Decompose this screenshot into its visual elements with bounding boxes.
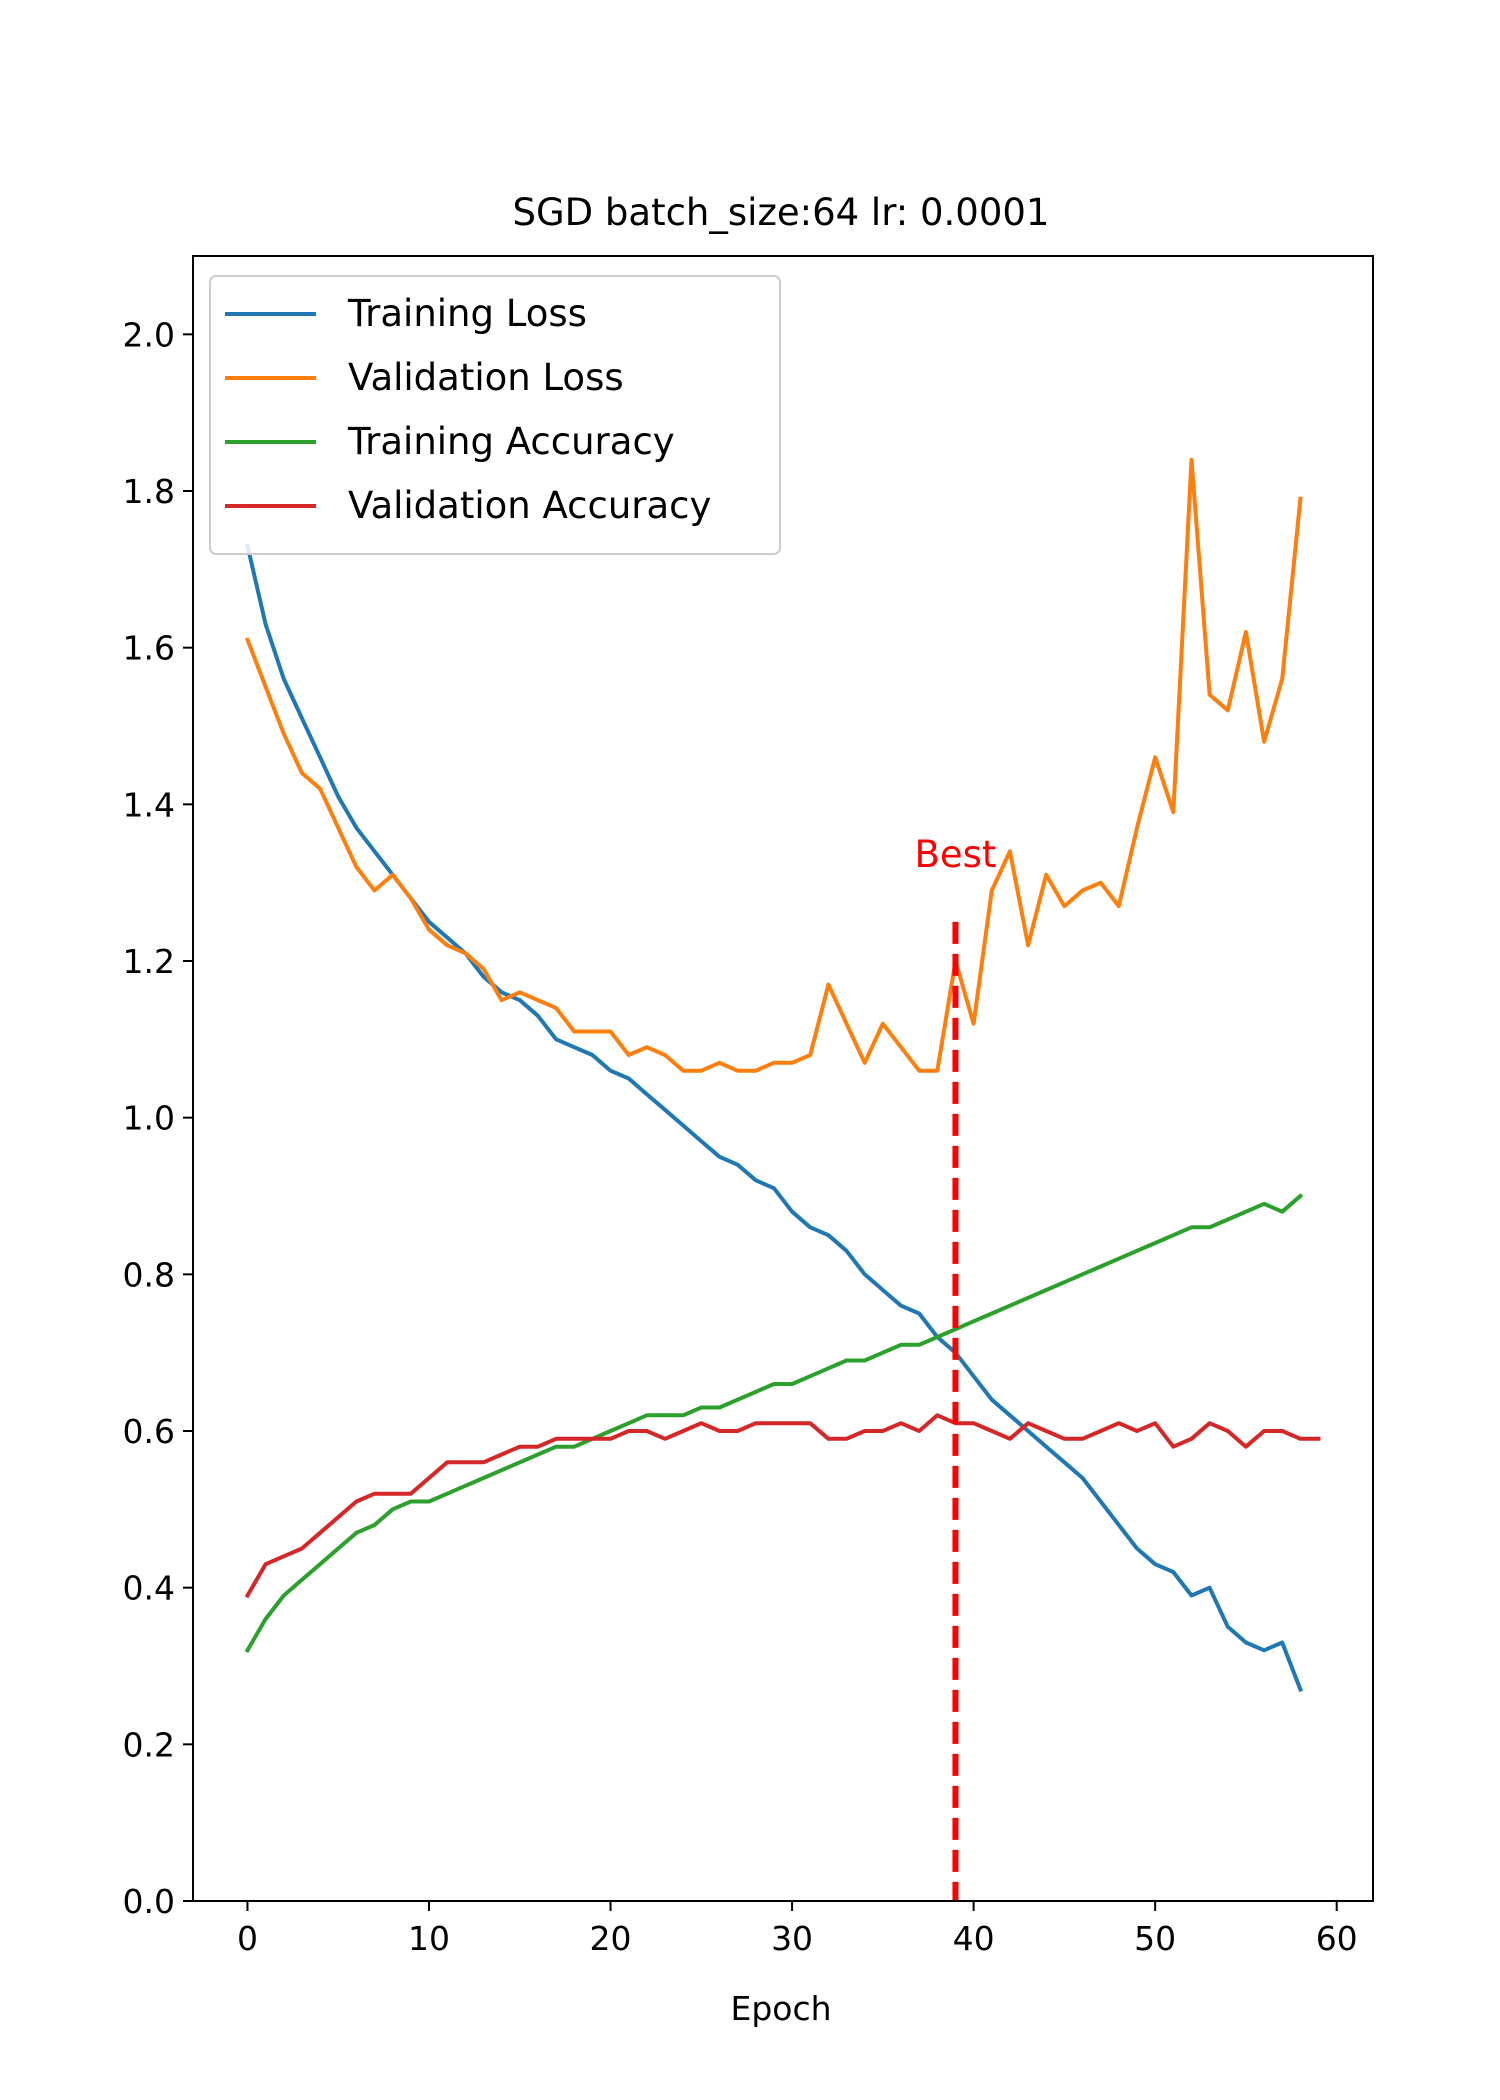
plot-frame (192, 255, 1374, 1902)
x-tick-label: 10 (408, 1919, 450, 1958)
y-tick-label: 0.4 (123, 1569, 175, 1608)
y-tick-label: 2.0 (123, 315, 175, 354)
legend-label: Validation Loss (348, 356, 624, 399)
chart-title: SGD batch_size:64 lr: 0.0001 (513, 191, 1050, 234)
series-layer (244, 457, 1321, 1693)
y-tick-label: 0.2 (123, 1725, 175, 1764)
x-axis-label: Epoch (730, 1989, 831, 2028)
axes-layer: 0 10 20 30 40 50 60 0.0 0.2 0.4 0.6 0.8 1.0 1.2 1.4 1.6… (123, 255, 1374, 1958)
legend-label: Training Accuracy (347, 420, 675, 463)
legend-box (209, 275, 781, 555)
y-tick-label: 1.8 (123, 472, 175, 511)
series-line-training-accuracy (244, 1193, 1304, 1654)
legend-label: Training Loss (347, 292, 587, 335)
x-tick-label: 50 (1134, 1919, 1176, 1958)
y-tick-label: 1.4 (123, 785, 175, 824)
x-tick-label: 60 (1316, 1919, 1358, 1958)
series-line-validation-accuracy (244, 1413, 1321, 1599)
y-tick-label: 1.2 (123, 942, 175, 981)
y-tick-label: 1.6 (123, 629, 175, 668)
y-tick-label: 0.6 (123, 1412, 175, 1451)
y-tick-label: 0.8 (123, 1255, 175, 1294)
y-tick-label: 0.0 (123, 1882, 175, 1921)
x-tick-label: 40 (953, 1919, 995, 1958)
y-tick-label: 1.0 (123, 1099, 175, 1138)
legend: Training Loss Validation Loss Training Acc… (209, 275, 781, 555)
best-epoch-label: Best (914, 833, 996, 876)
x-tick-label: 30 (771, 1919, 813, 1958)
series-line-validation-loss (244, 457, 1303, 1073)
x-tick-label: 0 (237, 1919, 258, 1958)
x-tick-label: 20 (590, 1919, 632, 1958)
legend-label: Validation Accuracy (348, 484, 711, 527)
series-line-training-loss (245, 543, 1303, 1693)
annotation-layer: Best (914, 833, 996, 1901)
